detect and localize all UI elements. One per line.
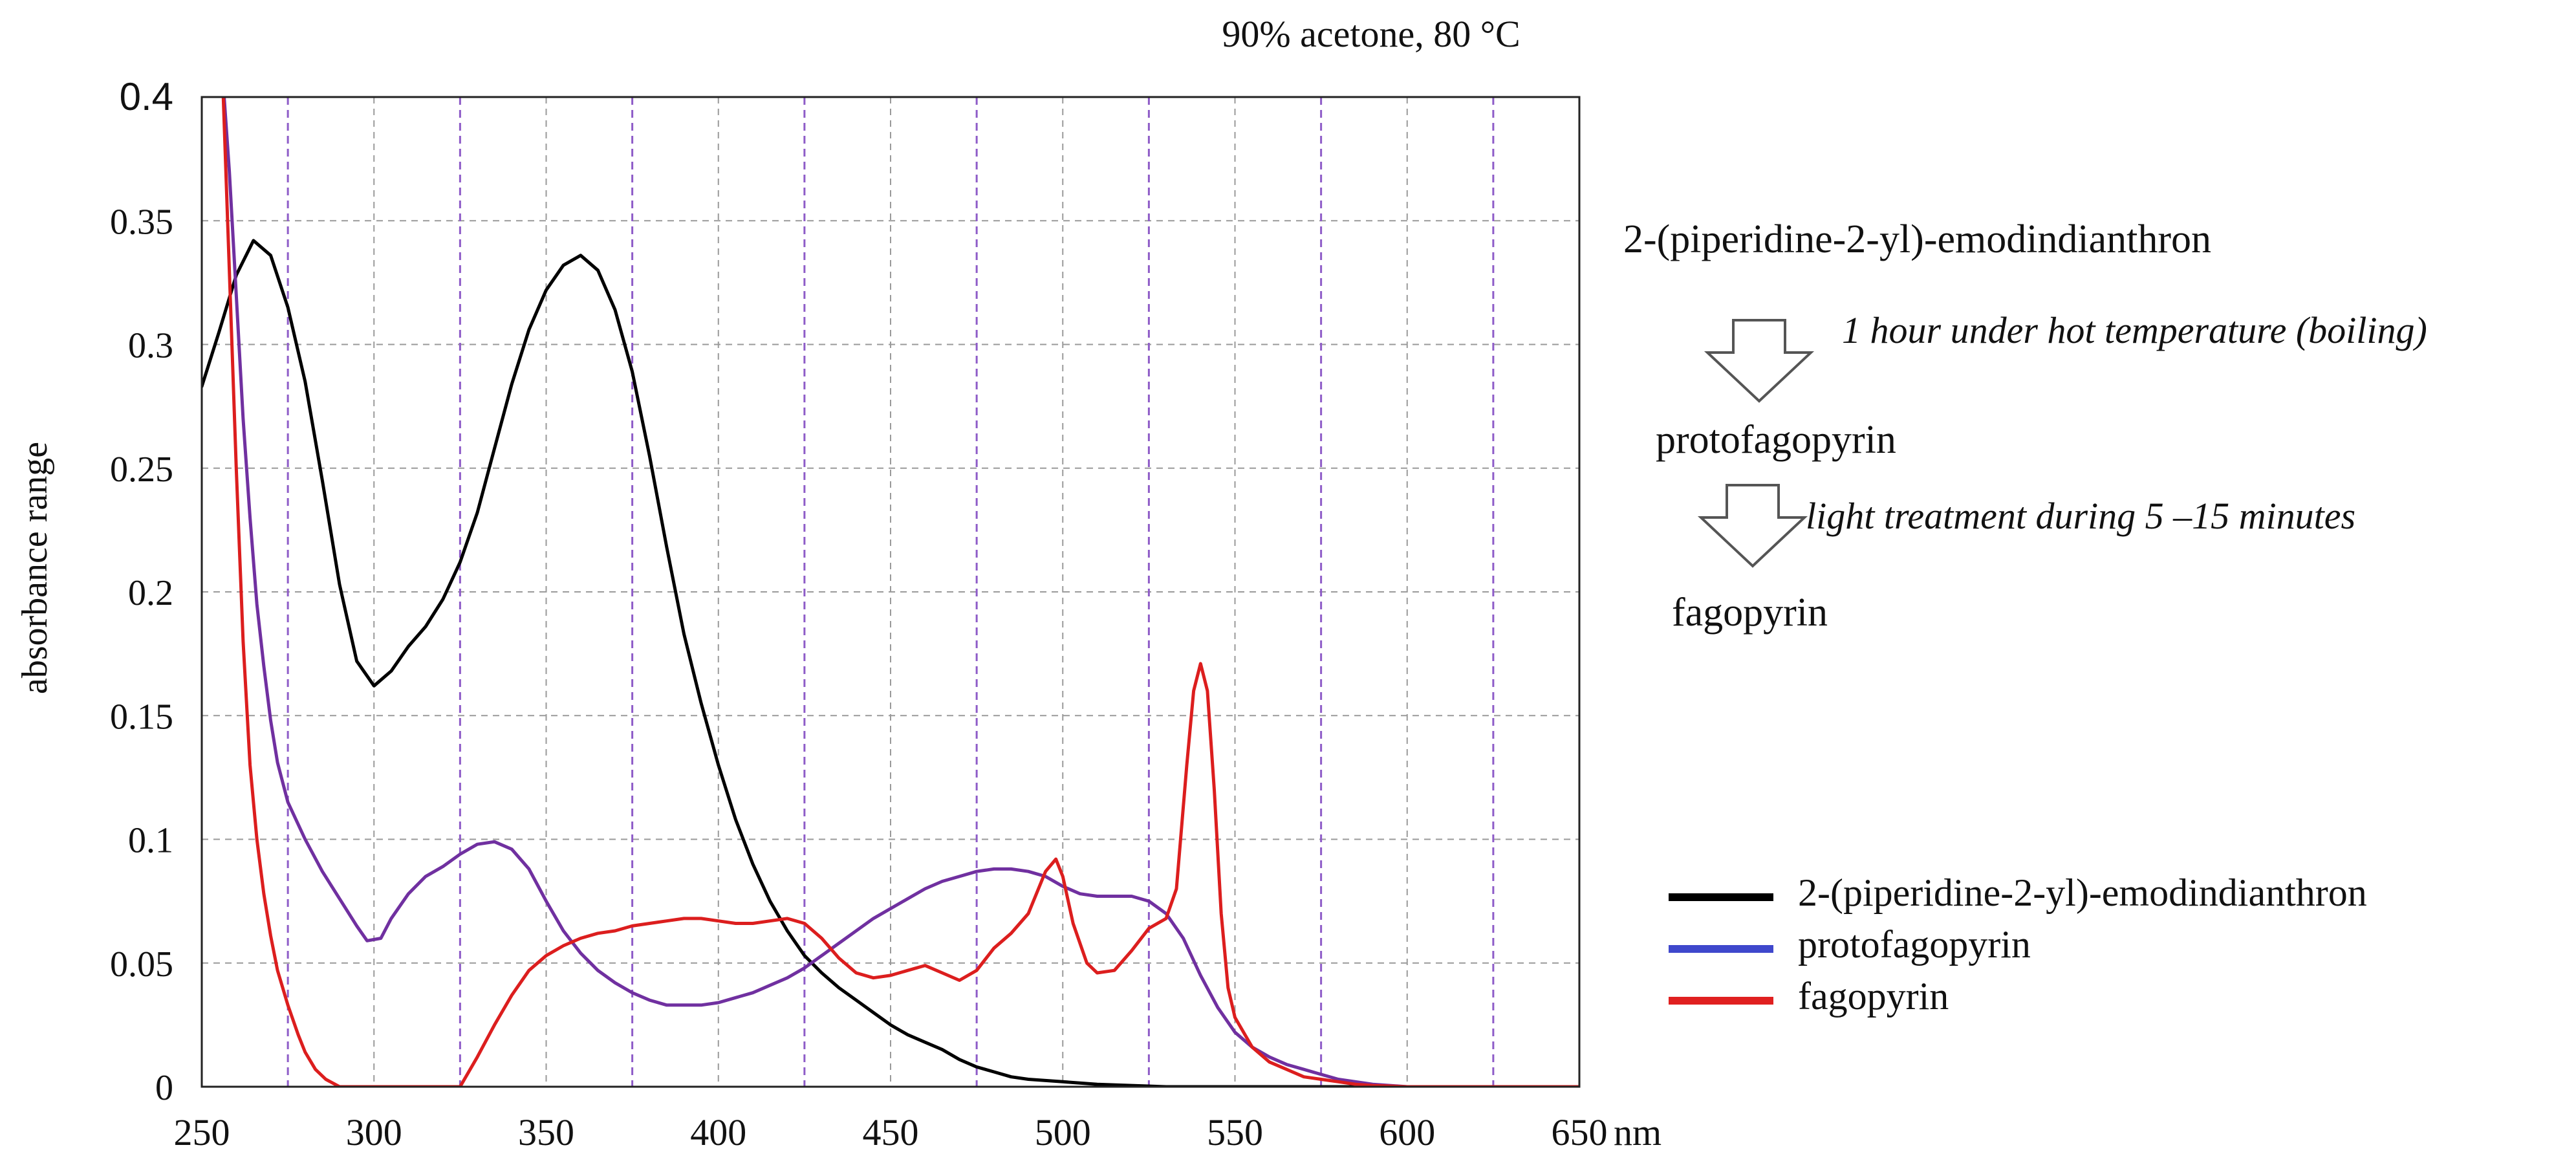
x-tick-label: 550: [1207, 1111, 1263, 1153]
grid: [202, 97, 1579, 1087]
y-tick-label: 0.2: [128, 573, 173, 613]
tick-labels: 250 300 350 400 450 500 550 600 650 0 0.05 0.1 0.15 0…: [110, 75, 1608, 1153]
legend-label-fagopyrin: fagopyrin: [1798, 975, 1949, 1018]
reaction-scheme: 2-(piperidine-2-yl)-emodindianthron 1 ho…: [1623, 217, 2427, 635]
x-tick-label: 650: [1552, 1111, 1608, 1153]
y-tick-label: 0.25: [110, 450, 173, 490]
x-tick-label: 250: [174, 1111, 230, 1153]
scheme-step2: protofagopyrin: [1656, 418, 1896, 462]
series-line-emodindianthron: [202, 239, 1579, 1087]
y-tick-label: 0.05: [110, 944, 173, 985]
x-tick-label: 600: [1379, 1111, 1435, 1153]
down-arrow-icon: [1704, 319, 1815, 403]
scheme-arrow2-label: light treatment during 5 –15 minutes: [1806, 495, 2355, 537]
series-line-fagopyrin: [221, 97, 1579, 1087]
x-tick-label: 300: [346, 1111, 402, 1153]
x-axis-label: nm: [1614, 1111, 1661, 1153]
y-tick-label: 0.35: [110, 202, 173, 242]
y-tick-label: 0: [155, 1068, 173, 1108]
legend-label-protofagopyrin: protofagopyrin: [1798, 923, 2031, 966]
x-tick-label: 350: [518, 1111, 574, 1153]
y-tick-label: 0.1: [128, 821, 173, 861]
series-line-protofagopyrin: [222, 97, 1579, 1087]
y-tick-label: 0.4: [120, 75, 173, 118]
legend: 2-(piperidine-2-yl)-emodindianthron prot…: [1669, 871, 2367, 1018]
x-tick-label: 500: [1035, 1111, 1091, 1153]
y-tick-label: 0.15: [110, 697, 173, 737]
y-tick-label: 0.3: [128, 326, 173, 366]
chart-title: 90% acetone, 80 °C: [1222, 13, 1520, 55]
scheme-step1: 2-(piperidine-2-yl)-emodindianthron: [1623, 217, 2211, 261]
down-arrow-icon: [1697, 484, 1808, 568]
legend-label-emodindianthron: 2-(piperidine-2-yl)-emodindianthron: [1798, 871, 2367, 914]
scheme-arrow1-label: 1 hour under hot temperature (boiling): [1842, 309, 2427, 351]
scheme-step3: fagopyrin: [1672, 591, 1828, 635]
x-tick-label: 400: [690, 1111, 746, 1153]
data-series: [202, 97, 1579, 1087]
x-tick-label: 450: [863, 1111, 919, 1153]
y-axis-label: absorbance range: [15, 442, 55, 694]
plot-frame: [200, 96, 1581, 1088]
